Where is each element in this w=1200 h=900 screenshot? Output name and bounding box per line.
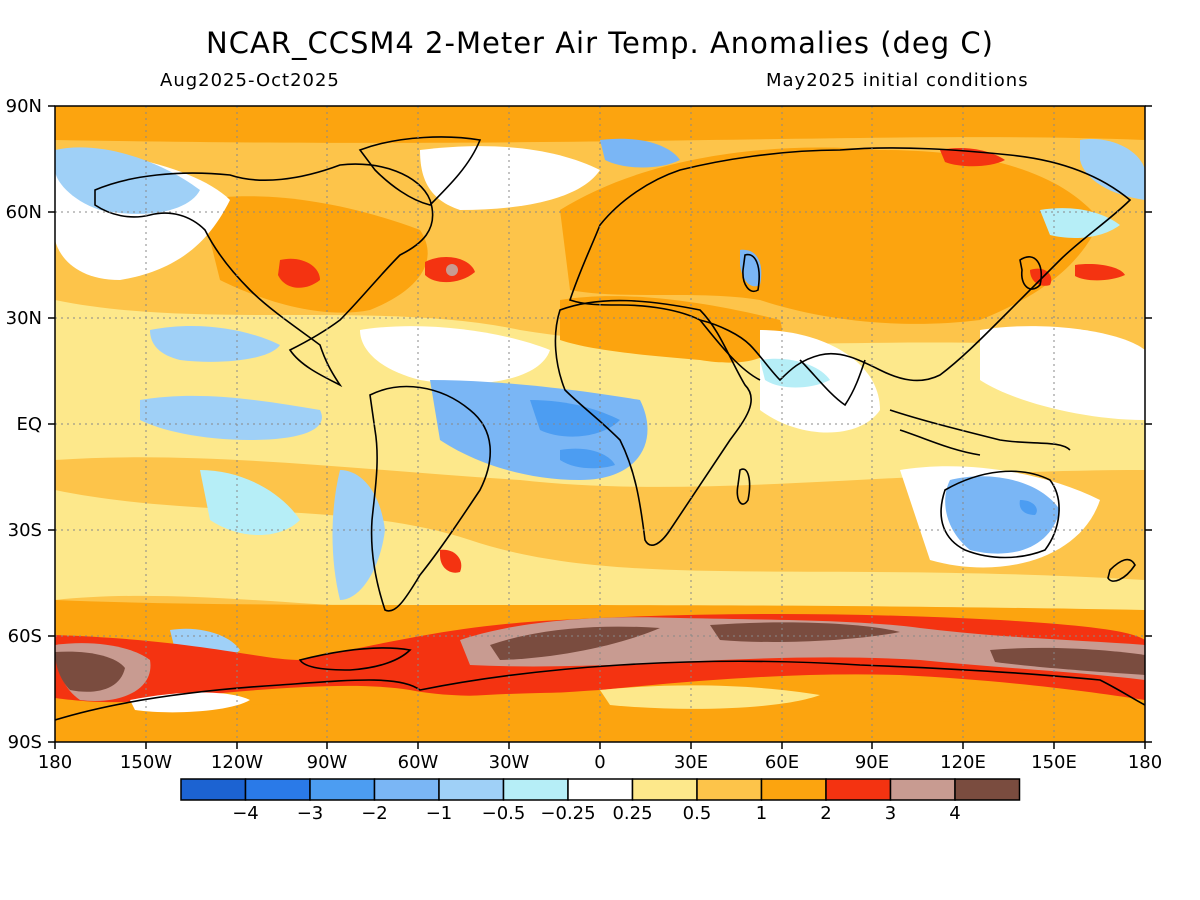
lat-label: EQ <box>16 414 42 435</box>
lon-label: 60W <box>398 752 439 773</box>
colorbar-tick-label: 4 <box>949 803 960 824</box>
lat-label: 30N <box>6 308 42 329</box>
colorbar-swatch <box>502 778 569 801</box>
colorbar-tick-label: −0.25 <box>540 803 595 824</box>
colorbar-tick-label: 1 <box>756 803 767 824</box>
initial-conditions: May2025 initial conditions <box>766 70 1029 91</box>
lat-label: 60N <box>6 202 42 223</box>
lon-label: 120W <box>211 752 263 773</box>
colorbar: −4 −3 −2 −1 −0.5 −0.25 0.25 0.5 1 2 3 4 <box>180 778 1021 824</box>
latitude-labels: 90N 60N 30N EQ 30S 60S 90S <box>6 96 42 753</box>
lon-label: 30E <box>674 752 708 773</box>
colorbar-swatch <box>889 778 956 801</box>
graticule <box>55 106 1145 742</box>
colorbar-tick-label: −1 <box>426 803 453 824</box>
lon-label: 90W <box>307 752 348 773</box>
colorbar-swatch <box>567 778 634 801</box>
colorbar-tick-label: 2 <box>820 803 831 824</box>
longitude-labels: 180 150W 120W 90W 60W 30W 0 30E 60E 90E … <box>38 752 1162 773</box>
lon-label: 180 <box>1128 752 1162 773</box>
colorbar-tick-label: −0.5 <box>482 803 526 824</box>
lon-label: 150W <box>120 752 172 773</box>
colorbar-swatch <box>244 778 311 801</box>
lon-label: 90E <box>855 752 889 773</box>
forecast-period: Aug2025-Oct2025 <box>160 70 340 91</box>
lat-label: 90S <box>8 732 42 753</box>
colorbar-swatch <box>373 778 440 801</box>
colorbar-swatch <box>825 778 892 801</box>
lon-label: 0 <box>594 752 605 773</box>
map-title: NCAR_CCSM4 2-Meter Air Temp. Anomalies (… <box>206 26 994 60</box>
lon-label: 180 <box>38 752 72 773</box>
lon-label: 120E <box>940 752 986 773</box>
lon-label: 60E <box>765 752 799 773</box>
colorbar-tick-label: −2 <box>361 803 388 824</box>
colorbar-tick-label: −4 <box>232 803 259 824</box>
lat-label: 60S <box>8 626 42 647</box>
colorbar-tick-label: 0.5 <box>683 803 712 824</box>
colorbar-swatch <box>696 778 763 801</box>
lon-label: 150E <box>1031 752 1077 773</box>
lat-label: 90N <box>6 96 42 117</box>
colorbar-swatch <box>954 778 1021 801</box>
coastlines <box>55 136 1145 721</box>
colorbar-tick-label: 3 <box>885 803 896 824</box>
colorbar-tick-label: −3 <box>297 803 324 824</box>
lat-label: 30S <box>8 520 42 541</box>
colorbar-swatch <box>631 778 698 801</box>
colorbar-swatch <box>309 778 376 801</box>
axis-ticks <box>48 105 1152 749</box>
colorbar-tick-label: 0.25 <box>612 803 652 824</box>
colorbar-swatch <box>438 778 505 801</box>
lon-label: 30W <box>489 752 530 773</box>
colorbar-swatch <box>760 778 827 801</box>
colorbar-swatch <box>180 778 247 801</box>
